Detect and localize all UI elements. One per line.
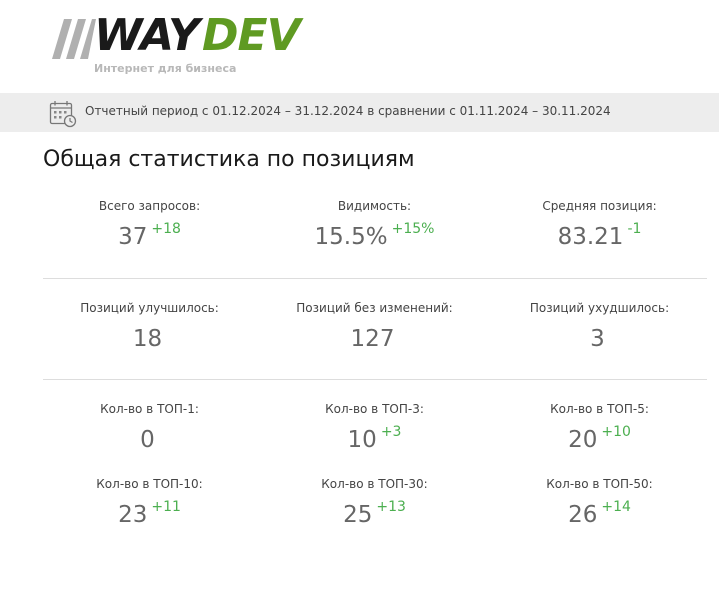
- stat-delta: +14: [601, 499, 631, 515]
- waydev-logo: WAY DEV Интернет для бизнеса: [52, 10, 322, 80]
- stat-label: Кол-во в ТОП-50:: [546, 477, 653, 491]
- stat-label: Позиций ухудшилось:: [529, 301, 670, 315]
- stat-value: 0: [140, 427, 155, 453]
- stat-label: Кол-во в ТОП-10:: [96, 477, 203, 491]
- stat-delta: +15%: [391, 221, 435, 237]
- calendar-icon: [49, 101, 77, 128]
- stat-label: Кол-во в ТОП-3:: [325, 402, 424, 416]
- stat-delta: -1: [627, 221, 642, 237]
- stat-value: 15.5%: [314, 224, 388, 250]
- report-period-bar: Отчетный период с 01.12.2024 – 31.12.202…: [0, 93, 719, 132]
- page-title: Общая статистика по позициям: [43, 147, 415, 172]
- stat-delta: +11: [151, 499, 181, 515]
- stat-top-3: Кол-во в ТОП-3: 10 +3: [262, 401, 487, 457]
- stat-label: Позиций улучшилось:: [80, 301, 219, 315]
- stat-label: Средняя позиция:: [542, 199, 657, 213]
- stat-improved: Позиций улучшилось: 18: [37, 300, 262, 356]
- logo-tagline: Интернет для бизнеса: [94, 62, 237, 75]
- stat-delta: +3: [380, 424, 402, 440]
- stat-visibility: Видимость: 15.5% +15%: [262, 198, 487, 254]
- stat-value: 23: [118, 502, 148, 528]
- logo-word-dev: DEV: [202, 10, 301, 61]
- logo-word-way: WAY: [94, 10, 200, 61]
- stat-top-5: Кол-во в ТОП-5: 20 +10: [487, 401, 712, 457]
- divider: [43, 278, 707, 279]
- stat-average-position: Средняя позиция: 83.21 -1: [487, 198, 712, 254]
- stat-value: 20: [568, 427, 598, 453]
- stat-delta: +13: [376, 499, 406, 515]
- stat-value: 127: [350, 326, 395, 352]
- stat-label: Позиций без изменений:: [296, 301, 453, 315]
- divider: [43, 379, 707, 380]
- stat-value: 25: [343, 502, 373, 528]
- stat-value: 83.21: [557, 224, 624, 250]
- stat-top-10: Кол-во в ТОП-10: 23 +11: [37, 476, 262, 532]
- stat-label: Кол-во в ТОП-30:: [321, 477, 428, 491]
- stat-label: Кол-во в ТОП-1:: [100, 402, 199, 416]
- stat-label: Видимость:: [337, 199, 412, 213]
- stat-worsened: Позиций ухудшилось: 3: [487, 300, 712, 356]
- stat-label: Всего запросов:: [98, 199, 201, 213]
- stat-total-queries: Всего запросов: 37 +18: [37, 198, 262, 254]
- stat-top-30: Кол-во в ТОП-30: 25 +13: [262, 476, 487, 532]
- report-period-text: Отчетный период с 01.12.2024 – 31.12.202…: [85, 104, 611, 118]
- stat-value: 26: [568, 502, 598, 528]
- stat-value: 3: [590, 326, 605, 352]
- stat-delta: +10: [601, 424, 631, 440]
- stat-delta: +18: [151, 221, 181, 237]
- stat-top-50: Кол-во в ТОП-50: 26 +14: [487, 476, 712, 532]
- stat-value: 18: [132, 326, 163, 352]
- stat-label: Кол-во в ТОП-5:: [550, 402, 649, 416]
- stat-value: 10: [347, 427, 377, 453]
- stat-unchanged: Позиций без изменений: 127: [262, 300, 487, 356]
- stat-top-1: Кол-во в ТОП-1: 0: [37, 401, 262, 457]
- logo-slashes-icon: [52, 19, 96, 59]
- stat-value: 37: [118, 224, 148, 250]
